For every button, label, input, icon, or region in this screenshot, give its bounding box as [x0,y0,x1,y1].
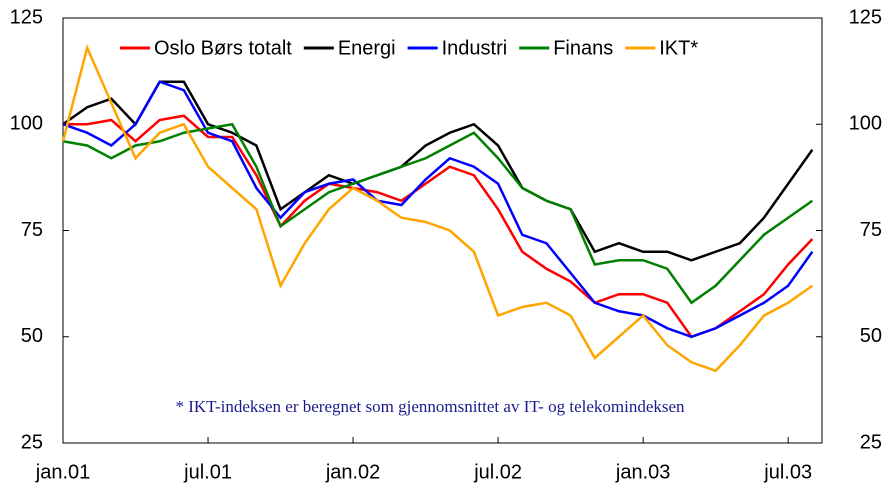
series-line [62,80,814,339]
x-tick-label: jul.01 [183,461,232,483]
series-line [63,114,814,339]
series-line [62,122,814,305]
legend-label: IKT* [659,37,698,59]
x-tick-label: jan.03 [615,461,671,483]
y-tick-label: 25 [21,431,43,453]
y-tick-label: 100 [10,113,43,135]
y-tick-label: 125 [10,6,43,28]
y2-tick-label: 25 [860,431,882,453]
x-tick-label: jan.01 [35,461,91,483]
x-tick-label: jul.02 [473,461,522,483]
legend-label: Industri [442,37,508,59]
y2-tick-label: 75 [860,219,882,241]
legend-label: Energi [338,37,396,59]
y-tick-label: 75 [21,219,43,241]
legend-label: Oslo Børs totalt [154,37,292,59]
annotation: * IKT-indeksen er beregnet som gjennomsn… [175,397,685,416]
x-tick-label: jan.02 [325,461,381,483]
series-line [61,43,814,373]
y2-tick-label: 125 [849,6,882,28]
y-tick-label: 50 [21,325,43,347]
legend-label: Finans [553,37,613,59]
y2-tick-label: 100 [849,113,882,135]
y2-tick-label: 50 [860,325,882,347]
x-tick-label: jul.03 [763,461,812,483]
series-line [62,80,814,262]
